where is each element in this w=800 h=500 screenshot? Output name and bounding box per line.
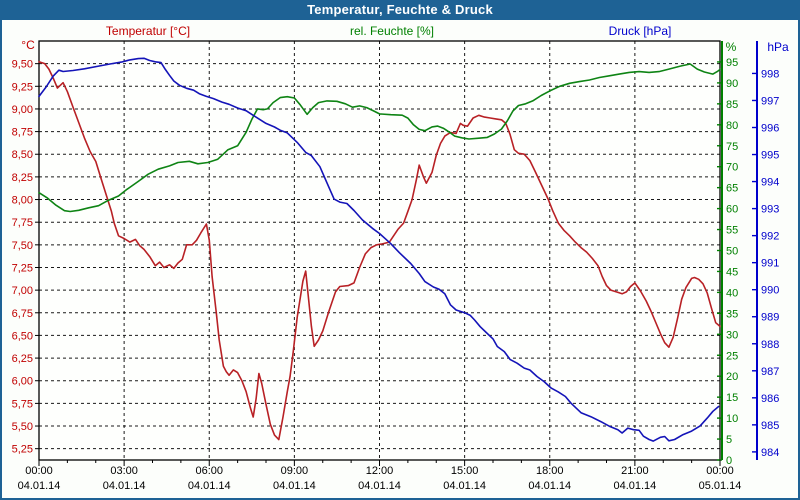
pressure-tick-label: 988 [761, 339, 779, 351]
pressure-tick-label: 990 [761, 285, 779, 297]
humidity-tick-label: 85 [726, 99, 738, 111]
humidity-tick-label: 25 [726, 350, 738, 362]
time-label: 15:00 [451, 465, 479, 477]
humidity-tick-label: 15 [726, 392, 738, 404]
humidity-tick-label: 80 [726, 120, 738, 132]
humidity-axis-unit: % [725, 40, 737, 54]
date-label: 04.01.14 [273, 480, 316, 492]
time-label: 06:00 [195, 465, 223, 477]
temperature-tick-label: 8,25 [12, 172, 33, 184]
date-label: 04.01.14 [18, 480, 61, 492]
humidity-tick-label: 20 [726, 371, 738, 383]
pressure-tick-label: 996 [761, 123, 779, 135]
pressure-tick-label: 995 [761, 150, 779, 162]
temperature-tick-label: 9,25 [12, 81, 33, 93]
time-label: 21:00 [621, 465, 649, 477]
humidity-tick-label: 10 [726, 413, 738, 425]
humidity-tick-label: 90 [726, 78, 738, 90]
temperature-tick-label: 7,50 [12, 240, 33, 252]
humidity-tick-label: 5 [726, 434, 732, 446]
humidity-tick-label: 55 [726, 225, 738, 237]
pressure-tick-label: 986 [761, 393, 779, 405]
temperature-tick-label: 8,50 [12, 149, 33, 161]
temperature-tick-label: 6,75 [12, 308, 33, 320]
temperature-tick-label: 8,75 [12, 127, 33, 139]
legend-pressure: Druck [hPa] [608, 24, 672, 38]
legend-temperature: Temperatur [°C] [105, 24, 191, 38]
pressure-tick-label: 989 [761, 312, 779, 324]
date-label: 04.01.14 [443, 480, 486, 492]
time-label: 00:00 [25, 465, 53, 477]
pressure-tick-label: 997 [761, 95, 779, 107]
pressure-series-line [38, 57, 720, 442]
humidity-tick-label: 75 [726, 141, 738, 153]
humidity-tick-label: 50 [726, 246, 738, 258]
humidity-tick-label: 30 [726, 329, 738, 341]
pressure-tick-label: 994 [761, 177, 779, 189]
pressure-axis-unit: hPa [767, 40, 789, 54]
humidity-tick-label: 65 [726, 183, 738, 195]
pressure-tick-label: 984 [761, 447, 779, 459]
humidity-tick-label: 95 [726, 57, 738, 69]
humidity-tick-label: 35 [726, 308, 738, 320]
time-label: 12:00 [366, 465, 394, 477]
legend-humidity: rel. Feuchte [%] [349, 24, 435, 38]
pressure-tick-label: 998 [761, 68, 779, 80]
humidity-tick-label: 0 [726, 455, 732, 467]
temperature-tick-label: 7,75 [12, 217, 33, 229]
temperature-tick-label: 5,50 [12, 421, 33, 433]
date-label: 04.01.14 [358, 480, 401, 492]
time-label: 09:00 [281, 465, 309, 477]
pressure-tick-label: 991 [761, 258, 779, 270]
date-label: 04.01.14 [613, 480, 656, 492]
temperature-series-line [38, 60, 721, 441]
pressure-tick-label: 993 [761, 204, 779, 216]
humidity-series-line [38, 63, 721, 213]
titlebar-background [0, 0, 800, 20]
temperature-tick-label: 5,75 [12, 398, 33, 410]
pressure-tick-label: 987 [761, 366, 779, 378]
temperature-tick-label: 9,00 [12, 104, 33, 116]
pressure-tick-label: 985 [761, 420, 779, 432]
humidity-tick-label: 60 [726, 204, 738, 216]
date-label: 04.01.14 [103, 480, 146, 492]
date-label: 05.01.14 [699, 480, 742, 492]
temperature-tick-label: 6,25 [12, 353, 33, 365]
time-label: 03:00 [110, 465, 138, 477]
window-title: Temperatur, Feuchte & Druck [307, 2, 493, 17]
temperature-tick-label: 6,50 [12, 330, 33, 342]
pressure-tick-label: 992 [761, 231, 779, 243]
temperature-tick-label: 6,00 [12, 376, 33, 388]
temperature-tick-label: 5,25 [12, 444, 33, 456]
time-label: 18:00 [536, 465, 564, 477]
date-label: 04.01.14 [528, 480, 571, 492]
temperature-axis-unit: °C [21, 38, 35, 52]
temperature-tick-label: 7,00 [12, 285, 33, 297]
humidity-tick-label: 70 [726, 162, 738, 174]
humidity-tick-label: 45 [726, 266, 738, 278]
humidity-tick-label: 40 [726, 287, 738, 299]
temperature-tick-label: 7,25 [12, 262, 33, 274]
time-label: 00:00 [706, 465, 734, 477]
temperature-tick-label: 8,00 [12, 195, 33, 207]
date-label: 04.01.14 [188, 480, 231, 492]
temperature-tick-label: 9,50 [12, 59, 33, 71]
